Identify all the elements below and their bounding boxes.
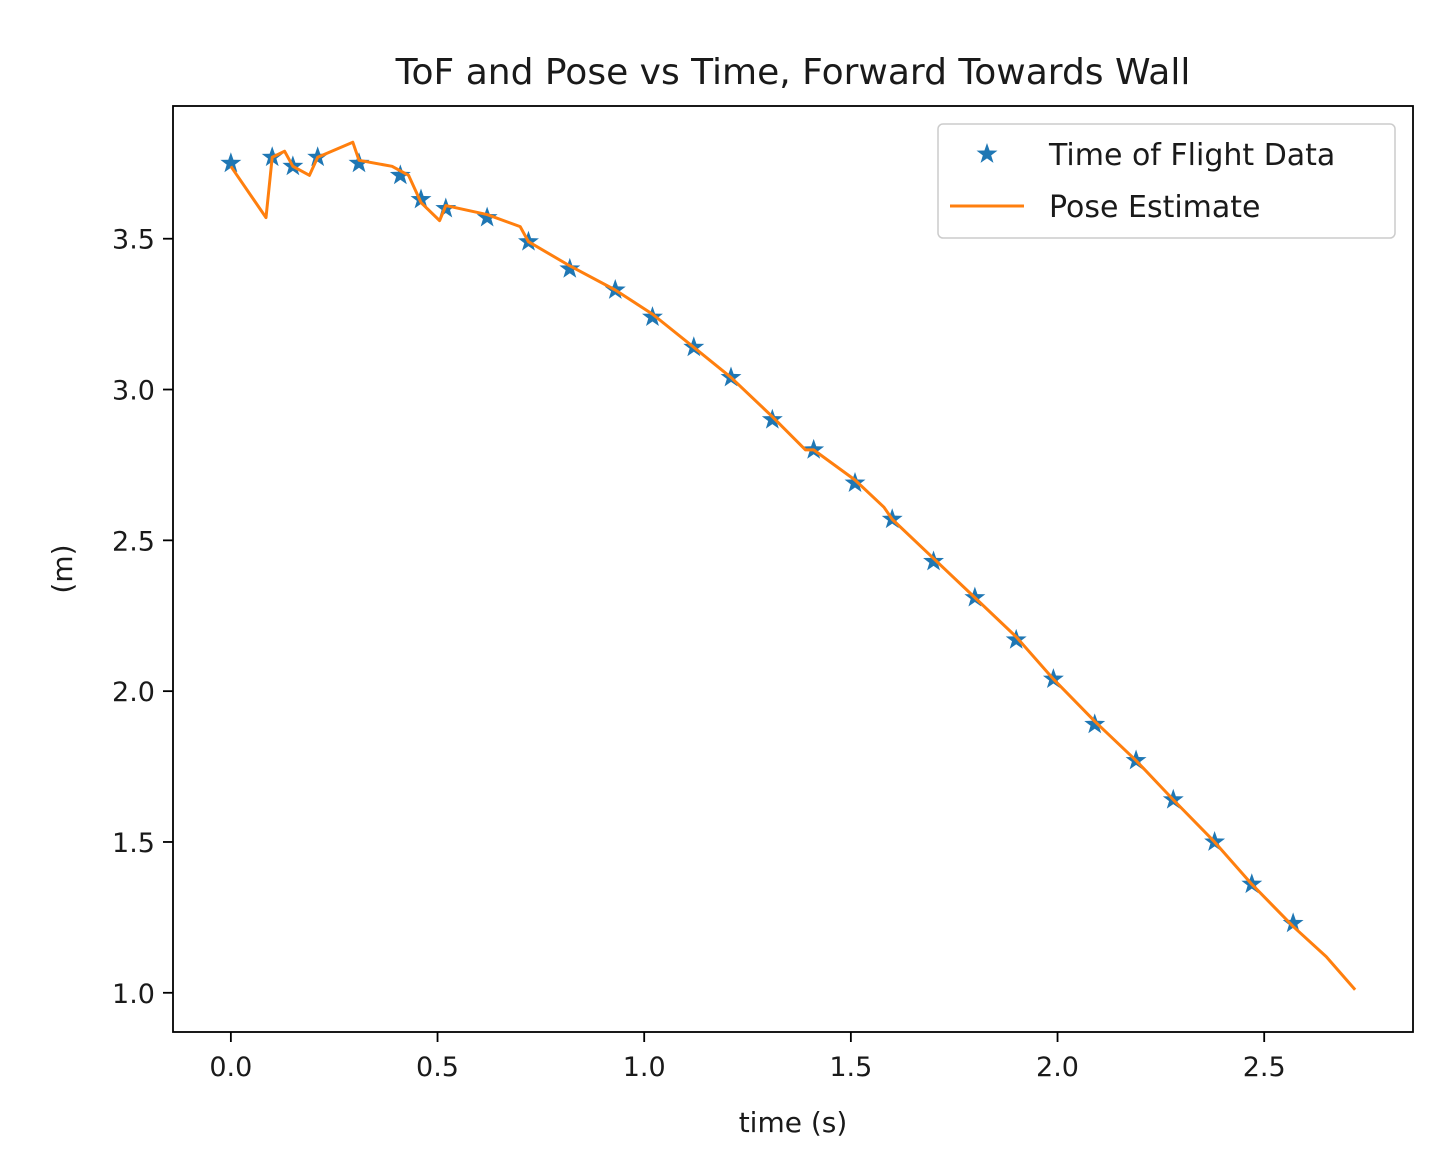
y-tick-label: 1.0 [112, 979, 155, 1010]
legend-marker-time-of-flight-data [976, 143, 998, 163]
tof-data-point [220, 152, 242, 173]
series-time-of-flight-data [220, 146, 1304, 933]
y-tick-label: 3.5 [112, 225, 155, 256]
legend-label-time-of-flight-data: Time of Flight Data [1048, 138, 1335, 173]
y-tick-label: 3.0 [112, 376, 155, 407]
legend-label-pose-estimate: Pose Estimate [1049, 190, 1261, 225]
x-tick-label: 0.0 [209, 1052, 252, 1083]
tof-data-point [1282, 912, 1304, 933]
legend-star-icon [976, 143, 998, 163]
tof-data-point [389, 164, 411, 185]
chart-title: ToF and Pose vs Time, Forward Towards Wa… [395, 52, 1191, 93]
pose-estimate-line [229, 140, 1357, 991]
tof-data-point [410, 188, 432, 209]
tof-data-point [476, 206, 498, 227]
x-tick-label: 2.0 [1036, 1052, 1079, 1083]
tof-data-point [642, 306, 663, 327]
x-axis: 0.0 0.5 1.0 1.5 2.0 2.5 [209, 1032, 1286, 1083]
x-tick-label: 2.5 [1243, 1052, 1286, 1083]
legend-box [937, 123, 1396, 239]
y-axis: 1.0 1.5 2.0 2.5 3.0 3.5 [112, 225, 173, 1010]
x-axis-label: time (s) [739, 1106, 848, 1139]
x-tick-label: 0.5 [416, 1052, 459, 1083]
plot-frame [172, 105, 1414, 1033]
y-axis-label: (m) [46, 544, 79, 593]
tof-data-point [559, 257, 581, 278]
y-tick-label: 1.5 [112, 828, 155, 859]
y-tick-label: 2.0 [112, 677, 155, 708]
x-tick-label: 1.0 [623, 1052, 666, 1083]
y-tick-label: 2.5 [112, 526, 155, 557]
tof-data-point [348, 152, 370, 173]
x-tick-label: 1.5 [829, 1052, 872, 1083]
plot-area [220, 140, 1357, 991]
legend: Time of Flight Data Pose Estimate [937, 123, 1396, 239]
